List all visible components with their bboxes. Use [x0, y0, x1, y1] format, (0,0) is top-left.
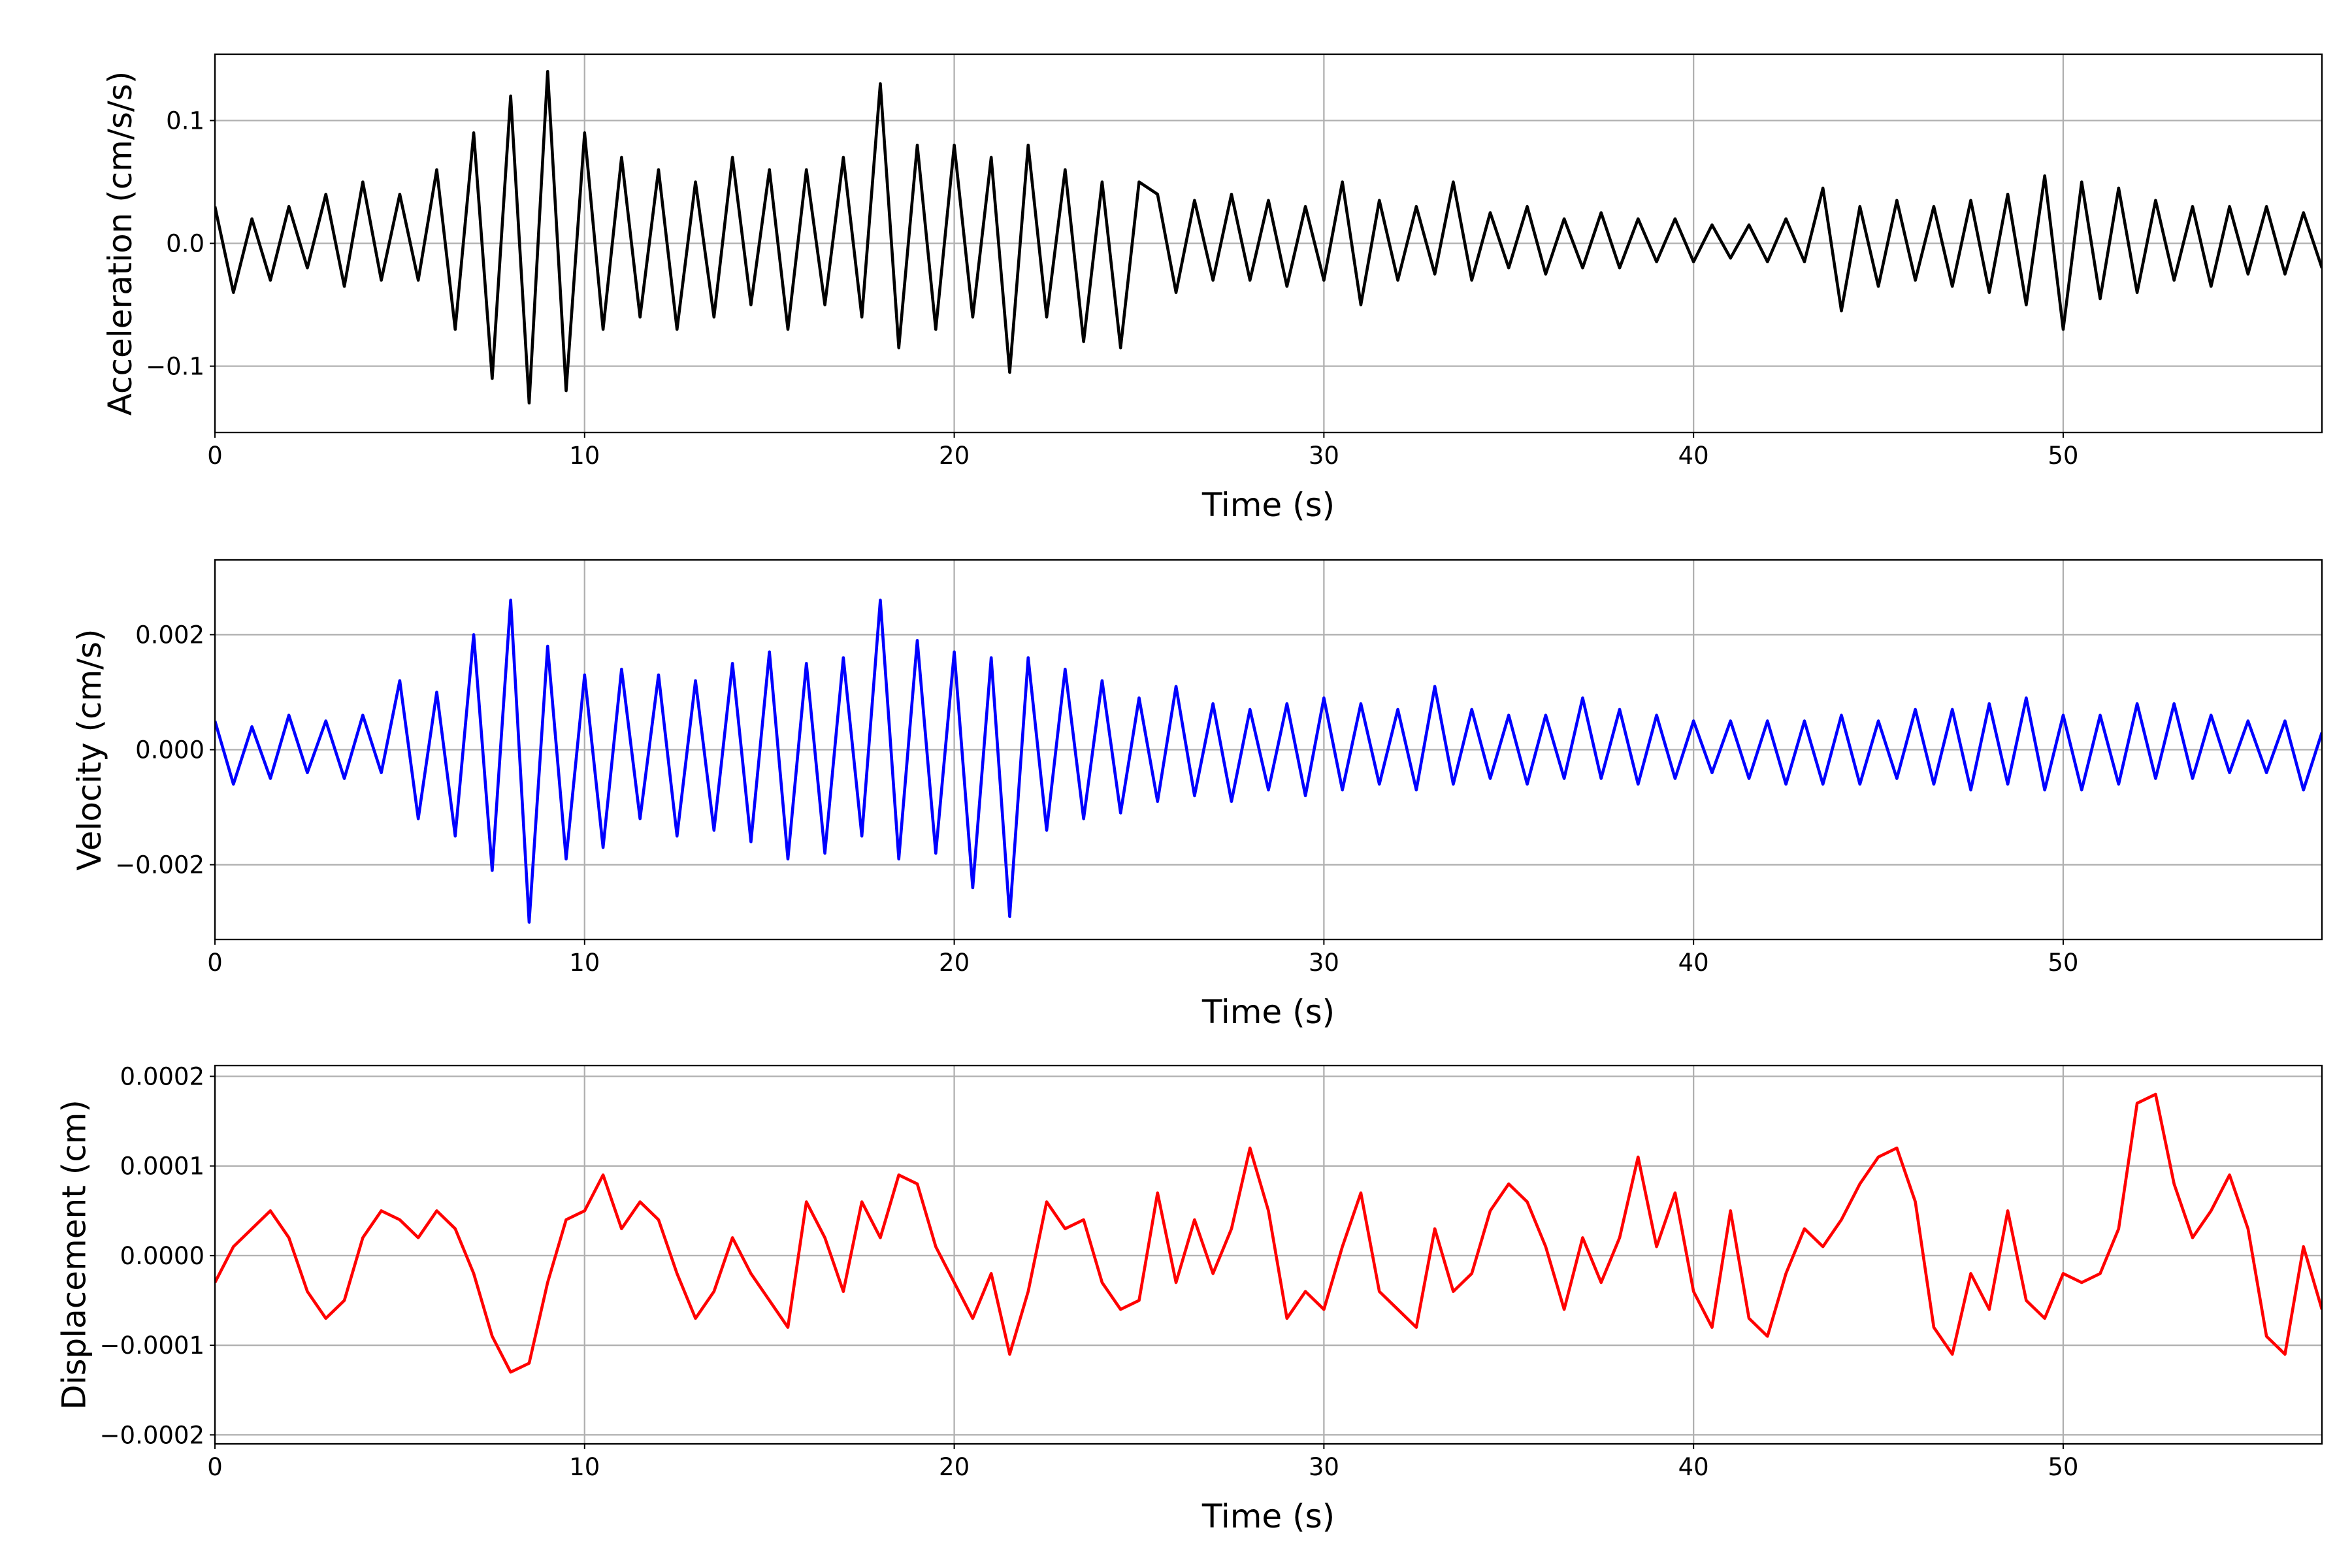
axes-frame [214, 1064, 2323, 1445]
series [215, 70, 2322, 405]
y-tick-label: −0.0001 [100, 1331, 204, 1360]
x-tick-label: 10 [569, 1453, 600, 1481]
x-tick-label: 40 [1678, 949, 1709, 977]
x-tick-label: 40 [1678, 442, 1709, 470]
x-tick-label: 0 [207, 949, 223, 977]
y-tick-label: −0.002 [115, 851, 204, 879]
x-tick-label: 20 [939, 442, 970, 470]
axes-frame [214, 53, 2323, 434]
y-tick-label: 0.002 [135, 621, 204, 649]
plot-area [215, 1066, 2322, 1444]
subplot: 0 10 20 30 40 50 −0.1 0.0 0.1 Time (s) Acceleratio… [101, 53, 2323, 524]
x-tick-label: 30 [1309, 442, 1339, 470]
x-tick-label: 30 [1309, 1453, 1339, 1481]
x-tick-label: 40 [1678, 1453, 1709, 1481]
x-axis-label: Time (s) [1201, 1497, 1335, 1535]
data-line [215, 598, 2322, 924]
y-axis-label: Acceleration (cm/s/s) [101, 71, 139, 416]
x-tick-label: 10 [569, 442, 600, 470]
x-axis-label: Time (s) [1201, 486, 1335, 524]
axes-frame [214, 559, 2323, 941]
y-tick-label: −0.1 [146, 352, 204, 380]
x-tick-label: 50 [2048, 949, 2078, 977]
y-tick-label: −0.0002 [100, 1421, 204, 1449]
subplot: 0 10 20 30 40 50 −0.0002 −0.0001 0.0000 0.0001 0.0… [56, 1062, 2323, 1535]
y-tick-label: 0.0001 [120, 1152, 204, 1181]
series [215, 598, 2322, 924]
x-tick-label: 0 [207, 1453, 223, 1481]
y-tick-label: 0.0 [166, 230, 204, 258]
x-tick-label: 30 [1309, 949, 1339, 977]
x-tick-label: 50 [2048, 1453, 2078, 1481]
x-tick-label: 10 [569, 949, 600, 977]
data-line [215, 70, 2322, 405]
x-tick-label: 50 [2048, 442, 2078, 470]
y-tick-label: 0.000 [135, 736, 204, 764]
series [215, 1092, 2322, 1374]
y-axis-label: Velocity (cm/s) [71, 629, 108, 870]
y-tick-label: 0.0002 [120, 1062, 204, 1090]
y-axis-label: Displacement (cm) [56, 1100, 93, 1410]
x-tick-label: 20 [939, 1453, 970, 1481]
x-axis-label: Time (s) [1201, 993, 1335, 1031]
x-tick-label: 0 [207, 442, 223, 470]
y-tick-label: 0.1 [166, 107, 204, 135]
x-tick-label: 20 [939, 949, 970, 977]
data-line [215, 1092, 2322, 1374]
y-tick-label: 0.0000 [120, 1242, 204, 1270]
subplot: 0 10 20 30 40 50 −0.002 0.000 0.002 Time (s) Veloc… [71, 559, 2323, 1031]
